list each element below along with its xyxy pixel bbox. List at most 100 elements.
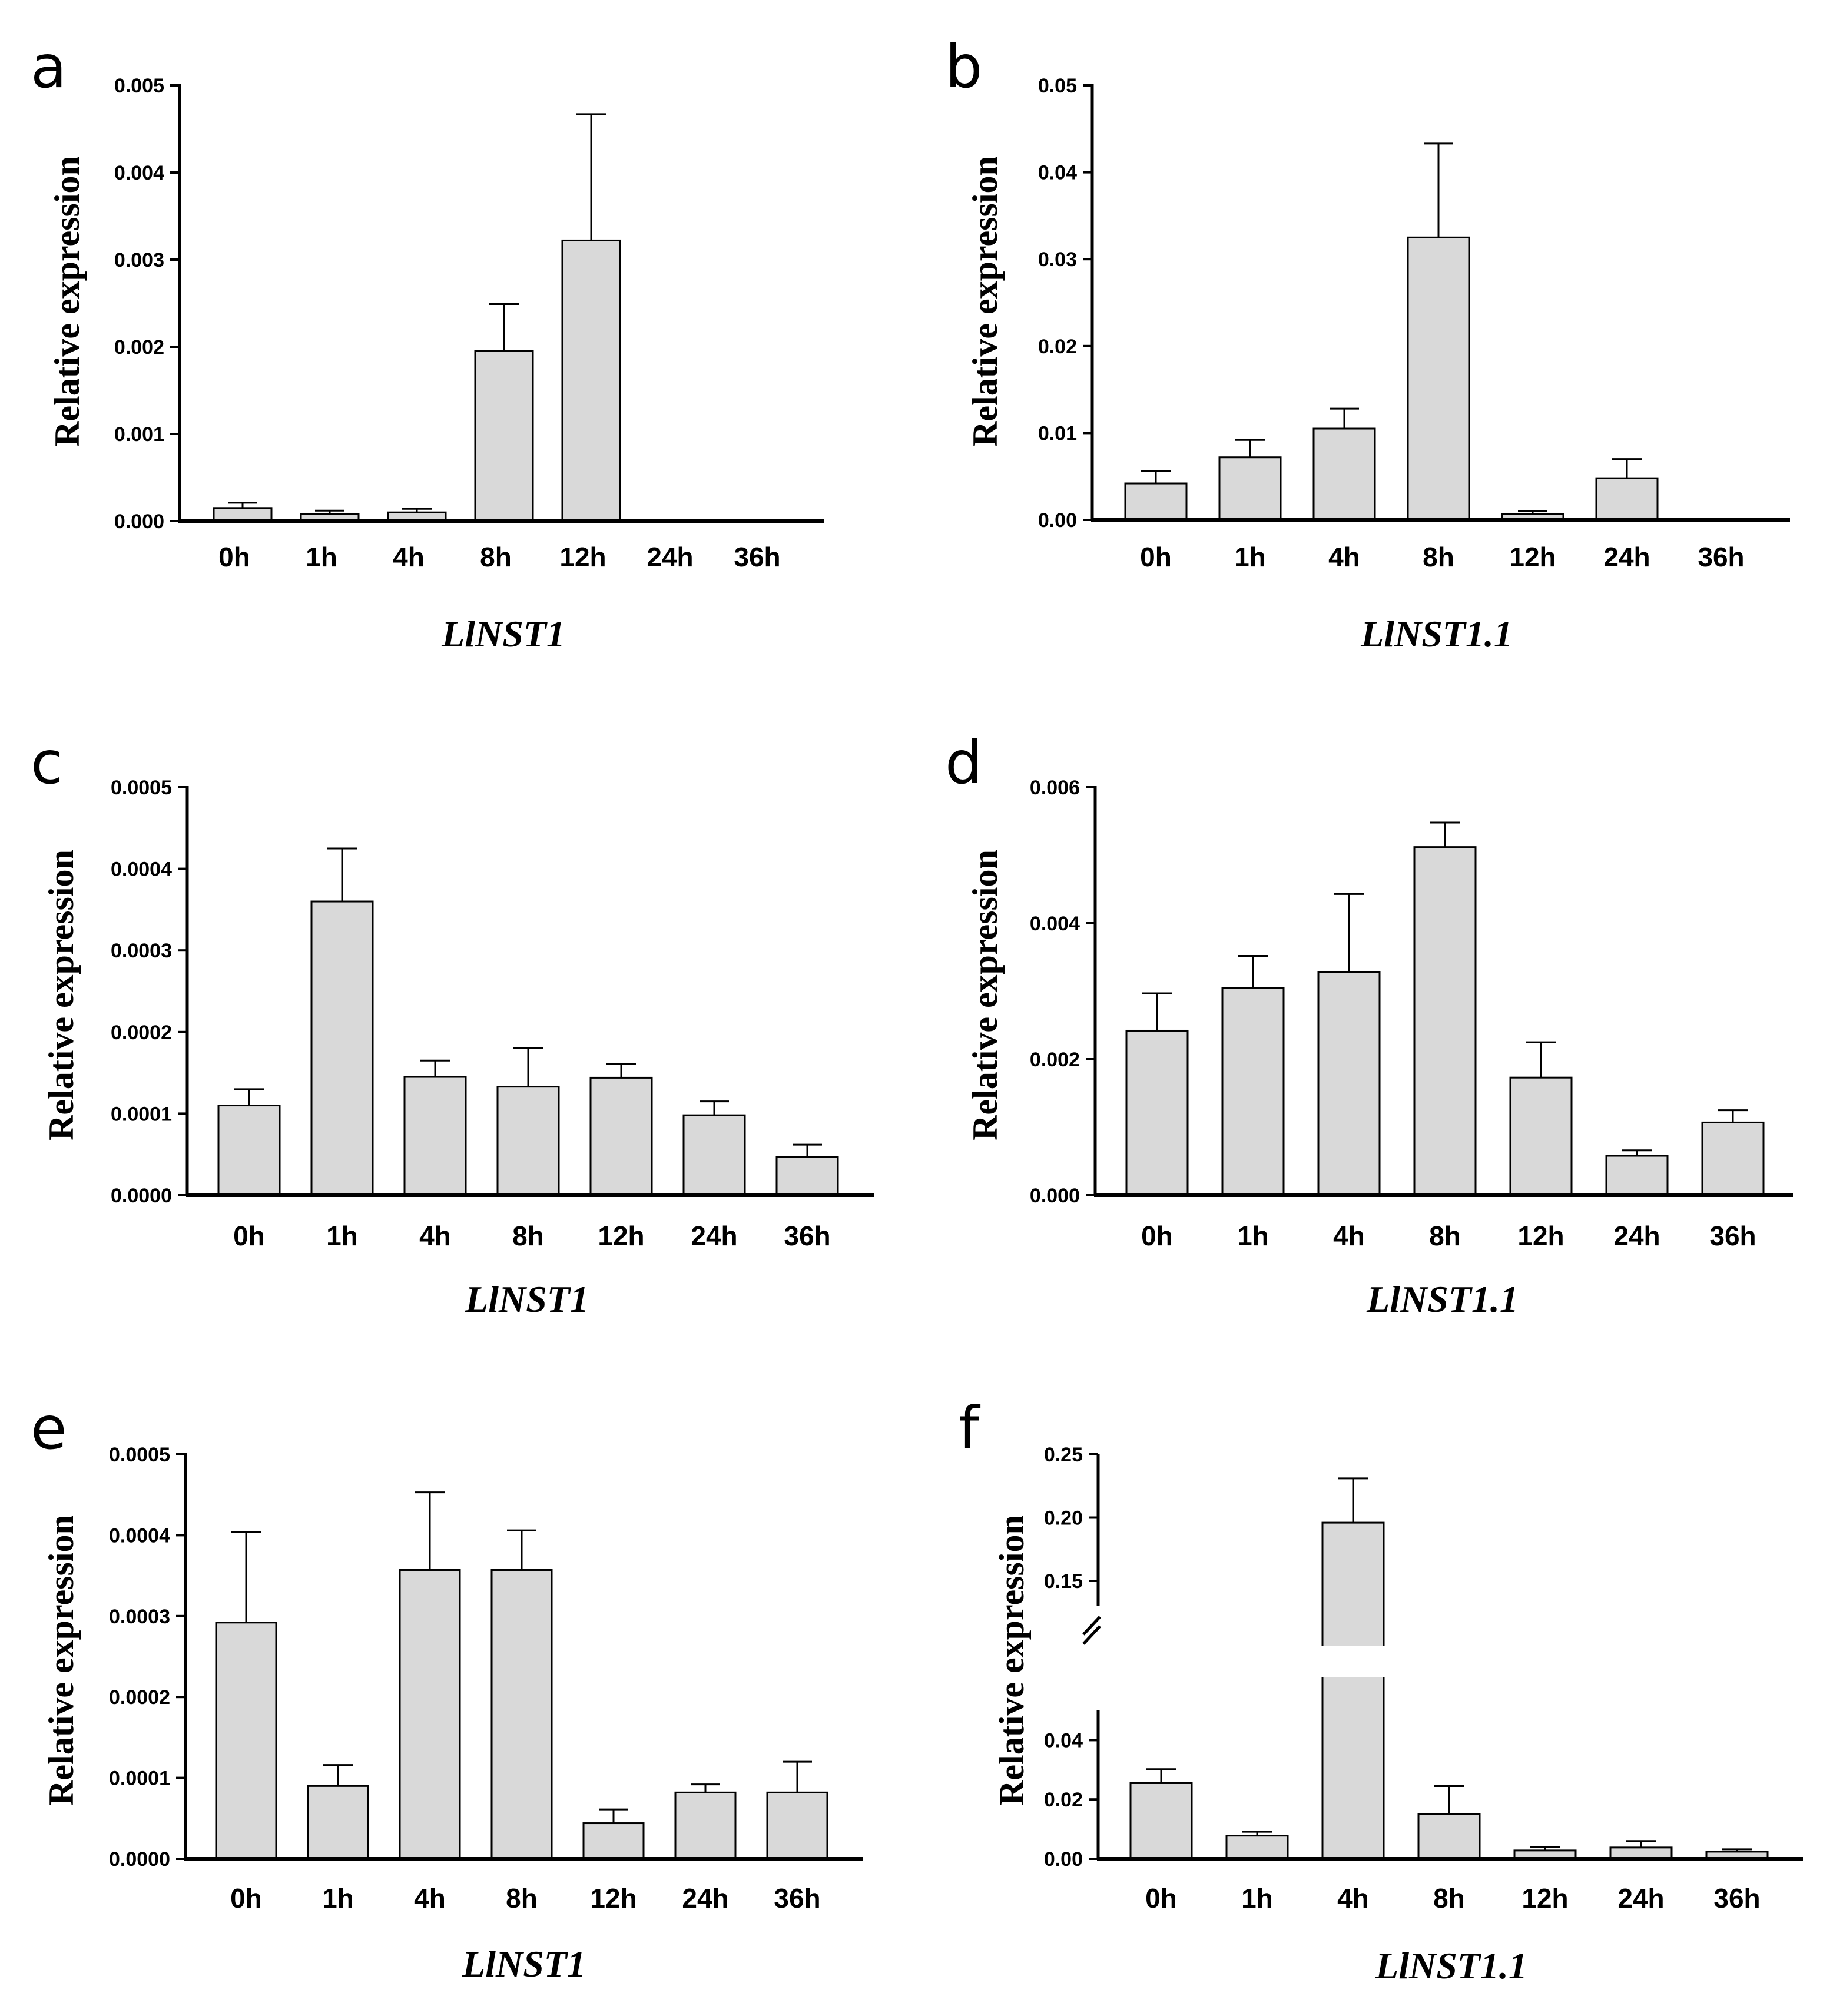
panel-c-bar-8h (496, 1086, 560, 1196)
panel-d-x-tick-label-8h: 8h (1429, 1221, 1461, 1251)
panel-f-bar-1h (1225, 1835, 1289, 1860)
panel-d-x-tick-label-1h: 1h (1237, 1221, 1269, 1251)
panel-f-axis-break-mark-1 (1082, 1616, 1101, 1636)
panel-c-y-tick-label-0.0005: 0.0005 (111, 777, 172, 799)
panel-e-bar-8h (490, 1569, 553, 1860)
panel-d-x-tick-label-24h: 24h (1613, 1221, 1660, 1251)
panel-f-y-tick-label-0.04: 0.04 (1044, 1729, 1083, 1752)
panel-d-x-tick-label-4h: 4h (1333, 1221, 1365, 1251)
panel-e-bar-24h (674, 1791, 737, 1860)
panel-b-y-tick-label-0.02: 0.02 (1038, 336, 1077, 358)
panel-f-plot: 0.00 0.02 0.04 0.15 0.20 0.25 0h 1h 4h 8h 12h 24h 36… (1044, 1444, 1803, 1914)
panel-d-bar-24h (1605, 1155, 1669, 1196)
panel-a-bar-8h (474, 350, 534, 522)
panel-e-x-tick-label-8h: 8h (506, 1883, 538, 1914)
panel-f-x-tick-label-0h: 0h (1145, 1883, 1177, 1914)
panel-d-y-tick-label-0.004: 0.004 (1030, 913, 1080, 935)
panel-c-y-tick-label-0.0004: 0.0004 (111, 858, 172, 881)
panel-f-y-tick-label-0.15: 0.15 (1044, 1570, 1083, 1593)
panel-a-x-tick-label-24h: 24h (647, 542, 693, 572)
panel-d-y-axis-label: Relative expression (966, 850, 1005, 1140)
panel-b-bar-24h (1595, 477, 1659, 521)
panel-d-x-axis-title: LlNST1.1 (1366, 1278, 1519, 1320)
panel-a-x-tick-label-0h: 0h (218, 542, 250, 572)
panel-a-plot: 0.000 0.001 0.002 0.003 0.004 0.005 0h 1h 4h 8h 12… (114, 75, 824, 572)
panel-a-x-tick-label-12h: 12h (559, 542, 606, 572)
panel-e-bar-36h (766, 1791, 828, 1860)
panel-e-x-tick-label-36h: 36h (774, 1883, 820, 1914)
panel-d-bar-0h (1125, 1029, 1189, 1196)
panel-d-plot: 0.000 0.002 0.004 0.006 0h 1h 4h 8h 12h 24h 36h (1030, 777, 1793, 1251)
panel-e-y-tick-label-0.0002: 0.0002 (109, 1686, 170, 1709)
panel-c-x-tick-label-0h: 0h (233, 1221, 265, 1251)
panel-c-plot: 0.0000 0.0001 0.0002 0.0003 0.0004 0.0005 0h 1h… (111, 777, 874, 1251)
panel-a-x-tick-label-36h: 36h (734, 542, 780, 572)
panel-e-x-tick-label-1h: 1h (322, 1883, 354, 1914)
panel-b-x-tick-label-4h: 4h (1328, 542, 1360, 572)
panel-c-x-axis-title: LlNST1 (465, 1278, 589, 1320)
panel-e-plot: 0.0000 0.0001 0.0002 0.0003 0.0004 0.0005 0h 1h… (109, 1444, 863, 1914)
panel-b-x-tick-label-8h: 8h (1423, 542, 1454, 572)
panel-a: a Relative expression 0.0000.0010.0020.0… (31, 32, 824, 655)
panel-a-y-tick-label-0.001: 0.001 (114, 423, 164, 446)
panel-b-y-tick-label-0.01: 0.01 (1038, 422, 1077, 445)
panel-b-x-tick-label-36h: 36h (1698, 542, 1744, 572)
panel-c-y-tick-label-0.0002: 0.0002 (111, 1022, 172, 1044)
panel-c-x-tick-label-12h: 12h (598, 1221, 644, 1251)
panel-c-y-tick-label-0.0003: 0.0003 (111, 940, 172, 962)
panel-d-x-tick-label-12h: 12h (1517, 1221, 1564, 1251)
panel-b-x-tick-label-12h: 12h (1509, 542, 1556, 572)
panel-f-y-tick-label-0.25: 0.25 (1044, 1444, 1083, 1466)
panel-f-bar-4h (1321, 1521, 1385, 1860)
panel-d-y-tick-label-0.002: 0.002 (1030, 1049, 1080, 1071)
panel-b-x-axis-title: LlNST1.1 (1360, 613, 1513, 655)
panel-f-y-tick-label-0.20: 0.20 (1044, 1507, 1083, 1530)
panel-b: b Relative expression 0.000.010.020.030.… (945, 32, 1790, 655)
panel-a-y-tick-label-0.003: 0.003 (114, 249, 164, 271)
panel-b-y-tick-label-0.03: 0.03 (1038, 248, 1077, 271)
panel-b-y-tick-label-0.04: 0.04 (1038, 162, 1077, 184)
panel-e-x-axis-title: LlNST1 (462, 1943, 586, 1985)
panel-a-bar-0h (213, 507, 273, 522)
panel-b-bar-4h (1312, 427, 1376, 521)
panel-b-y-tick-label-0.00: 0.00 (1038, 509, 1077, 532)
panel-e-x-tick-label-0h: 0h (230, 1883, 262, 1914)
panel-e-y-tick-label-0.0005: 0.0005 (109, 1444, 170, 1466)
panel-c-bar-12h (589, 1076, 653, 1196)
panel-f-x-tick-label-8h: 8h (1433, 1883, 1465, 1914)
panel-a-x-tick-label-4h: 4h (393, 542, 425, 572)
panel-d-x-tick-label-36h: 36h (1709, 1221, 1756, 1251)
panel-c-x-tick-label-8h: 8h (512, 1221, 544, 1251)
panel-c-bar-1h (310, 900, 374, 1196)
panel-c-bar-36h (775, 1156, 839, 1196)
panel-e-bar-1h (307, 1785, 369, 1860)
panel-d-bar-36h (1701, 1121, 1765, 1196)
panel-c-y-axis-label: Relative expression (42, 850, 81, 1140)
panel-a-x-tick-label-1h: 1h (306, 542, 337, 572)
panel-c-bar-0h (217, 1105, 281, 1196)
panel-f-x-tick-label-12h: 12h (1522, 1883, 1568, 1914)
panel-f-y-tick-label-0.00: 0.00 (1044, 1848, 1083, 1871)
panel-f-x-axis-title: LlNST1.1 (1375, 1945, 1527, 1987)
panel-b-y-tick-label-0.05: 0.05 (1038, 75, 1077, 97)
panel-b-plot: 0.00 0.01 0.02 0.03 0.04 0.05 0h 1h 4h 8h 12h 24h 36… (1038, 75, 1790, 572)
panel-c-x-tick-label-4h: 4h (419, 1221, 451, 1251)
panel-e-bar-4h (399, 1569, 461, 1860)
panel-letter-d: d (945, 728, 982, 797)
panel-a-y-tick-label-0.000: 0.000 (114, 510, 164, 533)
panel-e-bar-0h (215, 1622, 277, 1860)
panel-a-y-tick-label-0.004: 0.004 (114, 162, 164, 184)
panel-d-bar-8h (1413, 846, 1477, 1196)
panel-e-y-tick-label-0.0003: 0.0003 (109, 1606, 170, 1628)
panel-letter-b: b (945, 32, 982, 101)
panel-d-y-tick-label-0.006: 0.006 (1030, 777, 1080, 799)
panel-c-x-tick-label-36h: 36h (784, 1221, 830, 1251)
panel-c: c Relative expression 0.0000 0.0001 0.0002… (31, 728, 874, 1320)
panel-a-x-tick-label-8h: 8h (480, 542, 512, 572)
panel-e-x-tick-label-24h: 24h (682, 1883, 728, 1914)
panel-f-bar-8h (1417, 1813, 1481, 1860)
panel-b-x-tick-label-1h: 1h (1234, 542, 1266, 572)
panel-c-bar-24h (682, 1114, 746, 1196)
panel-e-bar-12h (582, 1822, 645, 1860)
